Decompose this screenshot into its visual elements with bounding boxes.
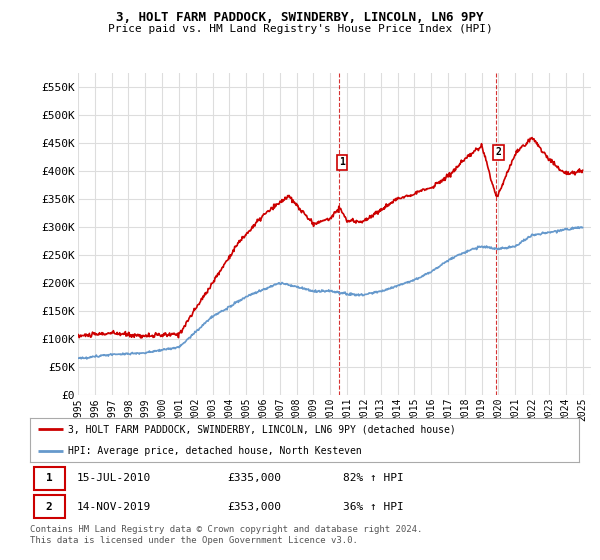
Text: 14-NOV-2019: 14-NOV-2019 xyxy=(77,502,151,512)
FancyBboxPatch shape xyxy=(34,467,65,489)
Text: 3, HOLT FARM PADDOCK, SWINDERBY, LINCOLN, LN6 9PY (detached house): 3, HOLT FARM PADDOCK, SWINDERBY, LINCOLN… xyxy=(68,424,456,434)
Text: 82% ↑ HPI: 82% ↑ HPI xyxy=(343,473,404,483)
Text: 1: 1 xyxy=(339,157,345,167)
Text: 3, HOLT FARM PADDOCK, SWINDERBY, LINCOLN, LN6 9PY: 3, HOLT FARM PADDOCK, SWINDERBY, LINCOLN… xyxy=(116,11,484,24)
Text: 15-JUL-2010: 15-JUL-2010 xyxy=(77,473,151,483)
Text: £335,000: £335,000 xyxy=(227,473,281,483)
FancyBboxPatch shape xyxy=(34,496,65,518)
Text: 36% ↑ HPI: 36% ↑ HPI xyxy=(343,502,404,512)
Text: £353,000: £353,000 xyxy=(227,502,281,512)
Text: 1: 1 xyxy=(46,473,53,483)
Text: 2: 2 xyxy=(46,502,53,512)
Text: 2: 2 xyxy=(496,147,502,157)
Text: Price paid vs. HM Land Registry's House Price Index (HPI): Price paid vs. HM Land Registry's House … xyxy=(107,24,493,34)
Text: HPI: Average price, detached house, North Kesteven: HPI: Average price, detached house, Nort… xyxy=(68,446,362,456)
Text: Contains HM Land Registry data © Crown copyright and database right 2024.
This d: Contains HM Land Registry data © Crown c… xyxy=(30,525,422,545)
